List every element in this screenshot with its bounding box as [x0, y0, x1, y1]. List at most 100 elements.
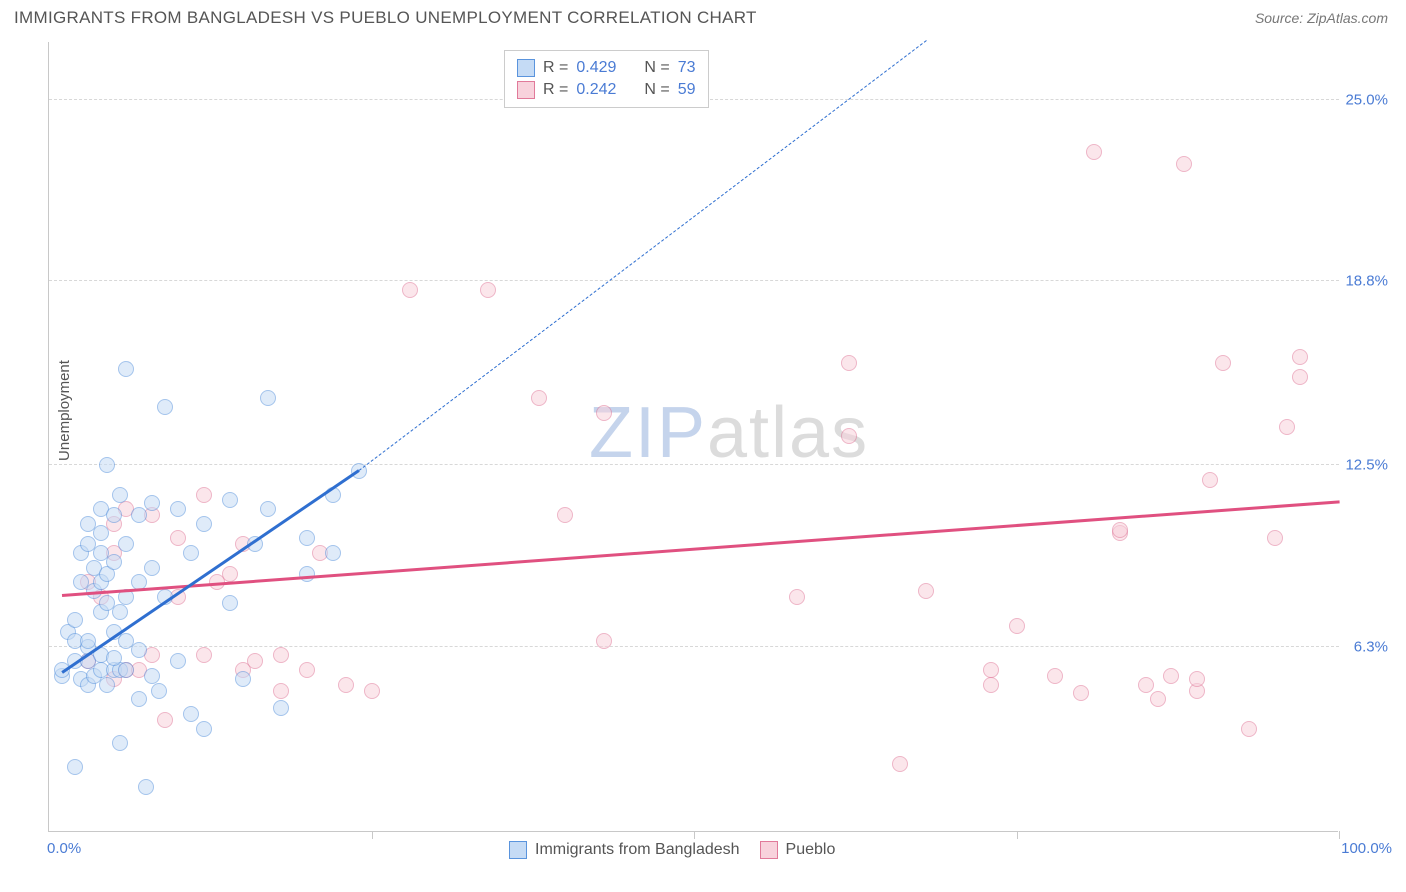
x-tick-min: 0.0% — [47, 840, 81, 857]
point-series1 — [131, 642, 147, 658]
point-series1 — [112, 604, 128, 620]
point-series1 — [93, 525, 109, 541]
point-series2 — [1189, 671, 1205, 687]
point-series2 — [1073, 685, 1089, 701]
legend-series: Immigrants from Bangladesh Pueblo — [509, 841, 835, 859]
point-series2 — [1112, 522, 1128, 538]
legend-label: Immigrants from Bangladesh — [535, 841, 740, 859]
point-series2 — [596, 633, 612, 649]
x-tick — [1017, 831, 1018, 839]
point-series1 — [222, 492, 238, 508]
r-label: R = — [543, 81, 568, 99]
point-series1 — [144, 668, 160, 684]
point-series2 — [1086, 144, 1102, 160]
point-series2 — [596, 405, 612, 421]
plot-area: R = 0.429 N = 73 R = 0.242 N = 59 ZIPatl… — [48, 42, 1338, 832]
point-series1 — [260, 501, 276, 517]
point-series1 — [299, 566, 315, 582]
point-series2 — [841, 428, 857, 444]
y-tick-label: 18.8% — [1340, 272, 1388, 289]
y-tick-label: 6.3% — [1340, 638, 1388, 655]
point-series2 — [222, 566, 238, 582]
point-series1 — [131, 691, 147, 707]
gridline — [49, 646, 1339, 647]
point-series2 — [983, 677, 999, 693]
point-series2 — [1176, 156, 1192, 172]
point-series1 — [131, 507, 147, 523]
point-series2 — [1215, 355, 1231, 371]
point-series2 — [480, 282, 496, 298]
point-series2 — [1279, 419, 1295, 435]
point-series2 — [1202, 472, 1218, 488]
x-tick — [694, 831, 695, 839]
point-series1 — [118, 536, 134, 552]
point-series2 — [402, 282, 418, 298]
x-tick — [1339, 831, 1340, 839]
point-series1 — [80, 633, 96, 649]
point-series1 — [67, 612, 83, 628]
point-series2 — [273, 683, 289, 699]
point-series2 — [983, 662, 999, 678]
x-tick — [372, 831, 373, 839]
point-series1 — [222, 595, 238, 611]
point-series1 — [273, 700, 289, 716]
point-series2 — [364, 683, 380, 699]
point-series1 — [118, 361, 134, 377]
point-series1 — [138, 779, 154, 795]
point-series1 — [325, 545, 341, 561]
point-series1 — [67, 759, 83, 775]
point-series1 — [196, 516, 212, 532]
point-series2 — [247, 653, 263, 669]
point-series2 — [1009, 618, 1025, 634]
point-series2 — [1292, 369, 1308, 385]
n-value: 73 — [678, 59, 696, 77]
legend-item: Immigrants from Bangladesh — [509, 841, 740, 859]
point-series1 — [112, 735, 128, 751]
point-series2 — [1138, 677, 1154, 693]
point-series2 — [157, 712, 173, 728]
source-label: Source: ZipAtlas.com — [1255, 10, 1388, 26]
point-series2 — [196, 487, 212, 503]
watermark: ZIPatlas — [589, 392, 869, 474]
point-series2 — [170, 530, 186, 546]
point-series1 — [112, 487, 128, 503]
point-series1 — [118, 662, 134, 678]
swatch-series2 — [517, 81, 535, 99]
point-series1 — [106, 650, 122, 666]
chart-container: Unemployment R = 0.429 N = 73 R = 0.242 … — [48, 42, 1388, 832]
point-series2 — [789, 589, 805, 605]
point-series2 — [1163, 668, 1179, 684]
legend-item: Pueblo — [760, 841, 836, 859]
point-series2 — [531, 390, 547, 406]
point-series2 — [1150, 691, 1166, 707]
r-value: 0.429 — [576, 59, 616, 77]
point-series1 — [260, 390, 276, 406]
point-series2 — [1292, 349, 1308, 365]
legend-label: Pueblo — [786, 841, 836, 859]
point-series2 — [196, 647, 212, 663]
y-tick-label: 12.5% — [1340, 457, 1388, 474]
r-label: R = — [543, 59, 568, 77]
point-series1 — [99, 457, 115, 473]
point-series1 — [157, 399, 173, 415]
point-series1 — [93, 545, 109, 561]
point-series1 — [196, 721, 212, 737]
point-series2 — [1241, 721, 1257, 737]
point-series1 — [106, 507, 122, 523]
swatch-series1 — [517, 59, 535, 77]
point-series1 — [235, 671, 251, 687]
point-series1 — [183, 545, 199, 561]
x-tick-max: 100.0% — [1341, 840, 1392, 857]
point-series1 — [99, 677, 115, 693]
point-series2 — [892, 756, 908, 772]
point-series2 — [841, 355, 857, 371]
point-series1 — [170, 501, 186, 517]
point-series2 — [299, 662, 315, 678]
swatch-series1 — [509, 841, 527, 859]
point-series2 — [918, 583, 934, 599]
point-series2 — [273, 647, 289, 663]
point-series2 — [338, 677, 354, 693]
legend-stats-row: R = 0.429 N = 73 — [517, 57, 696, 79]
point-series1 — [299, 530, 315, 546]
n-label: N = — [644, 81, 669, 99]
